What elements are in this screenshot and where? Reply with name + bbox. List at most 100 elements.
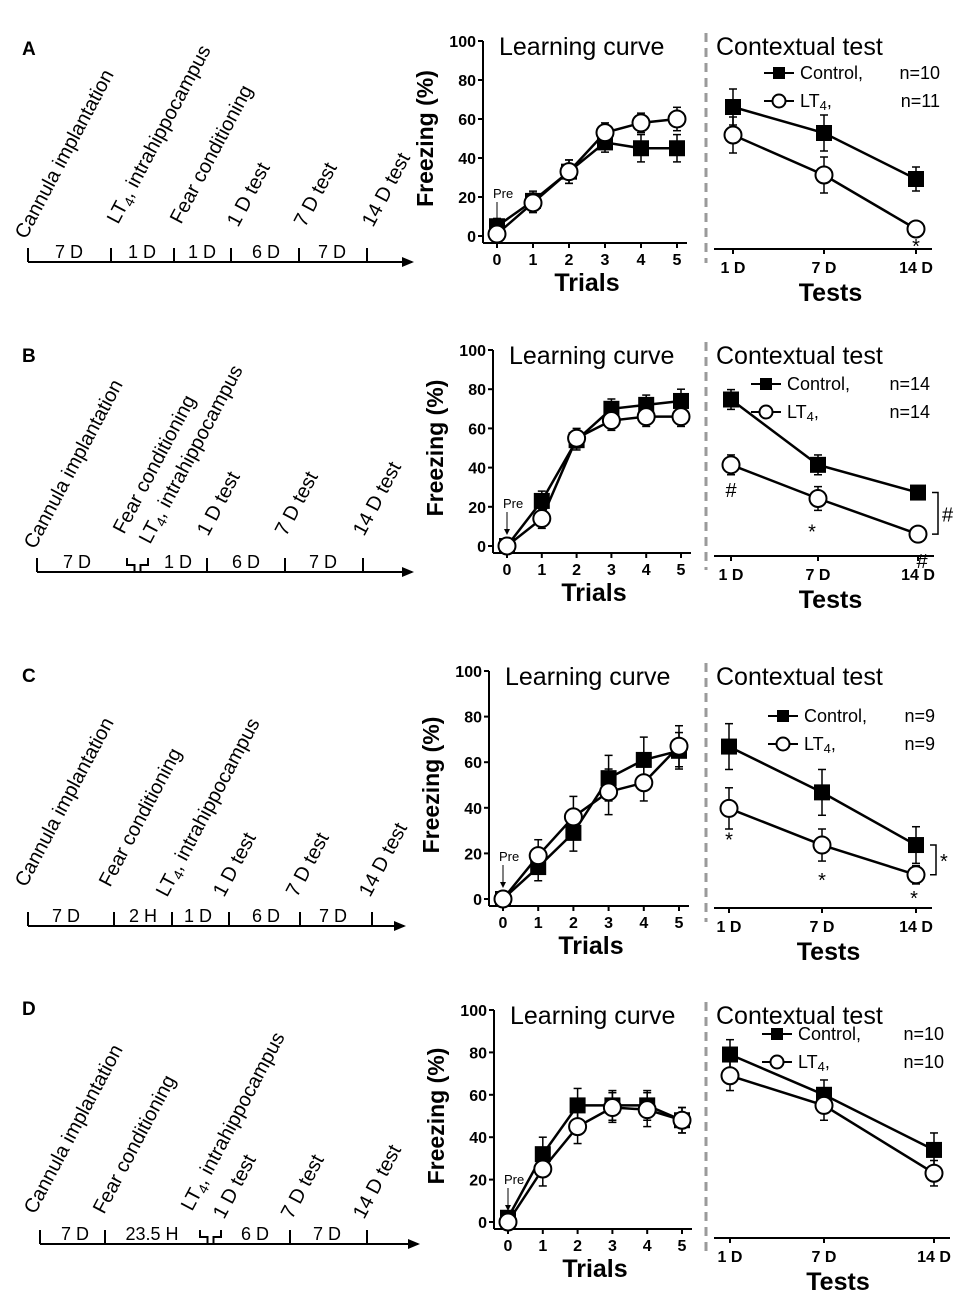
x-tick-label: 14 D	[901, 567, 935, 584]
x-tick-label: 14 D	[899, 260, 933, 277]
lt4-point	[720, 1066, 740, 1086]
x-tick-label: 7 D	[812, 260, 837, 277]
x-axis-label: Tests	[799, 279, 862, 307]
x-tick-label: 3	[601, 252, 610, 269]
control-point	[669, 140, 685, 157]
y-axis-label: Freezing (%)	[423, 1048, 449, 1185]
significance-marker: #	[725, 480, 737, 502]
pre-label: Pre	[503, 496, 523, 511]
significance-marker: *	[912, 236, 920, 258]
timeline-event-label: 1 D test	[193, 468, 245, 540]
timeline-brace	[126, 558, 149, 572]
pre-arrowhead	[500, 882, 506, 888]
legend: Control, n=10 LT4, n=10	[762, 1024, 944, 1074]
x-axis-label: Trials	[561, 579, 626, 607]
chart-title: Learning curve	[499, 33, 664, 61]
x-axis-label: Trials	[558, 932, 623, 960]
y-tick-label: 40	[464, 801, 482, 818]
legend-n-label: n=9	[904, 706, 935, 726]
x-tick-label: 1	[534, 915, 543, 932]
timeline-event-label: 7 D test	[277, 1151, 329, 1223]
timeline-segment-label: 7 D	[318, 242, 346, 262]
lt4-point	[637, 1100, 657, 1120]
lt4-point	[599, 782, 619, 802]
x-tick-label: 7 D	[812, 1249, 837, 1266]
lt4-point	[634, 773, 654, 793]
legend-n-label: n=10	[899, 63, 940, 83]
y-tick-label: 80	[469, 1045, 487, 1062]
lt4-point	[601, 411, 621, 431]
timeline-segment-label: 7 D	[63, 552, 91, 572]
y-tick-label: 0	[477, 539, 486, 556]
lt4-point	[669, 736, 689, 756]
legend-lt4-marker	[769, 1054, 785, 1070]
timeline-event-label: 7 D test	[290, 159, 342, 231]
timeline-brace	[199, 1230, 222, 1244]
pre-arrowhead	[505, 1205, 511, 1211]
timeline-segment-label: 7 D	[313, 1224, 341, 1244]
x-tick-label: 1 D	[721, 260, 746, 277]
legend-n-label: n=10	[903, 1024, 944, 1044]
legend-n-label: n=10	[903, 1052, 944, 1072]
chart-title: Contextual test	[716, 663, 883, 691]
timeline-event-label: LT4, intrahippocampus	[103, 42, 217, 229]
y-tick-label: 20	[468, 500, 486, 517]
x-tick-label: 1	[538, 1238, 547, 1255]
legend-lt4-marker	[775, 736, 791, 752]
x-tick-label: 1	[529, 252, 538, 269]
significance-bracket	[932, 491, 939, 535]
y-tick-label: 100	[460, 1003, 487, 1020]
timeline-arrowhead	[408, 1239, 420, 1249]
lt4-point	[672, 1110, 692, 1130]
significance-marker: #	[942, 504, 954, 526]
chart-title: Learning curve	[510, 1002, 675, 1030]
lt4-point	[497, 536, 517, 556]
timeline-event-label: 1 D test	[209, 829, 261, 901]
y-tick-label: 0	[478, 1215, 487, 1232]
significance-marker: *	[725, 829, 733, 851]
control-point	[722, 1046, 738, 1063]
timeline-event-label: 14 D test	[349, 458, 406, 539]
pre-label: Pre	[493, 186, 513, 201]
x-tick-label: 2	[572, 562, 581, 579]
x-axis-label: Tests	[806, 1268, 869, 1296]
lt4-point	[523, 193, 543, 213]
timeline-segment-label: 6 D	[252, 242, 280, 262]
y-tick-label: 60	[468, 421, 486, 438]
legend-control-marker	[773, 67, 785, 79]
learning-curve-chart-B: 0 20 40 60 80 100 0 1 2 3 4 5 Freezing (%) Trials Lear…	[422, 342, 691, 607]
lt4-point	[559, 162, 579, 182]
x-tick-label: 4	[643, 1238, 652, 1255]
timeline-event-label: 14 D test	[355, 819, 412, 900]
learning-curve-chart-C: 0 20 40 60 80 100 0 1 2 3 4 5 Freezing (%) Trials Lear…	[418, 663, 689, 960]
y-tick-label: 60	[458, 112, 476, 129]
x-tick-label: 2	[565, 252, 574, 269]
learning-curve-chart-D: 0 20 40 60 80 100 0 1 2 3 4 5 Freezing (%) Trials Lear…	[423, 1002, 692, 1283]
y-tick-label: 60	[469, 1088, 487, 1105]
pre-label: Pre	[504, 1172, 524, 1187]
timeline-event-label: 7 D test	[282, 829, 334, 901]
timeline-segment-label: 1 D	[128, 242, 156, 262]
contextual-test-chart-C: 1 D 7 D 14 D Tests Contextual test Control, n=…	[704, 663, 948, 966]
legend-label: LT4,	[798, 1052, 830, 1074]
y-tick-label: 20	[464, 846, 482, 863]
control-point	[533, 492, 550, 509]
x-tick-label: 5	[678, 1238, 687, 1255]
lt4-point	[498, 1212, 518, 1232]
lt4-point	[719, 798, 739, 818]
legend-lt4-marker	[758, 404, 774, 420]
timeline-segment-label: 6 D	[252, 906, 280, 926]
x-tick-label: 5	[677, 562, 686, 579]
x-tick-label: 3	[604, 915, 613, 932]
control-line	[496, 141, 677, 228]
legend: Control, n=10 LT4, n=11	[764, 63, 940, 113]
legend-lt4-marker	[771, 93, 787, 109]
lt4-point	[723, 125, 743, 145]
pre-label: Pre	[499, 849, 519, 864]
timeline-segment-label: 7 D	[61, 1224, 89, 1244]
legend-label: LT4,	[804, 734, 836, 756]
